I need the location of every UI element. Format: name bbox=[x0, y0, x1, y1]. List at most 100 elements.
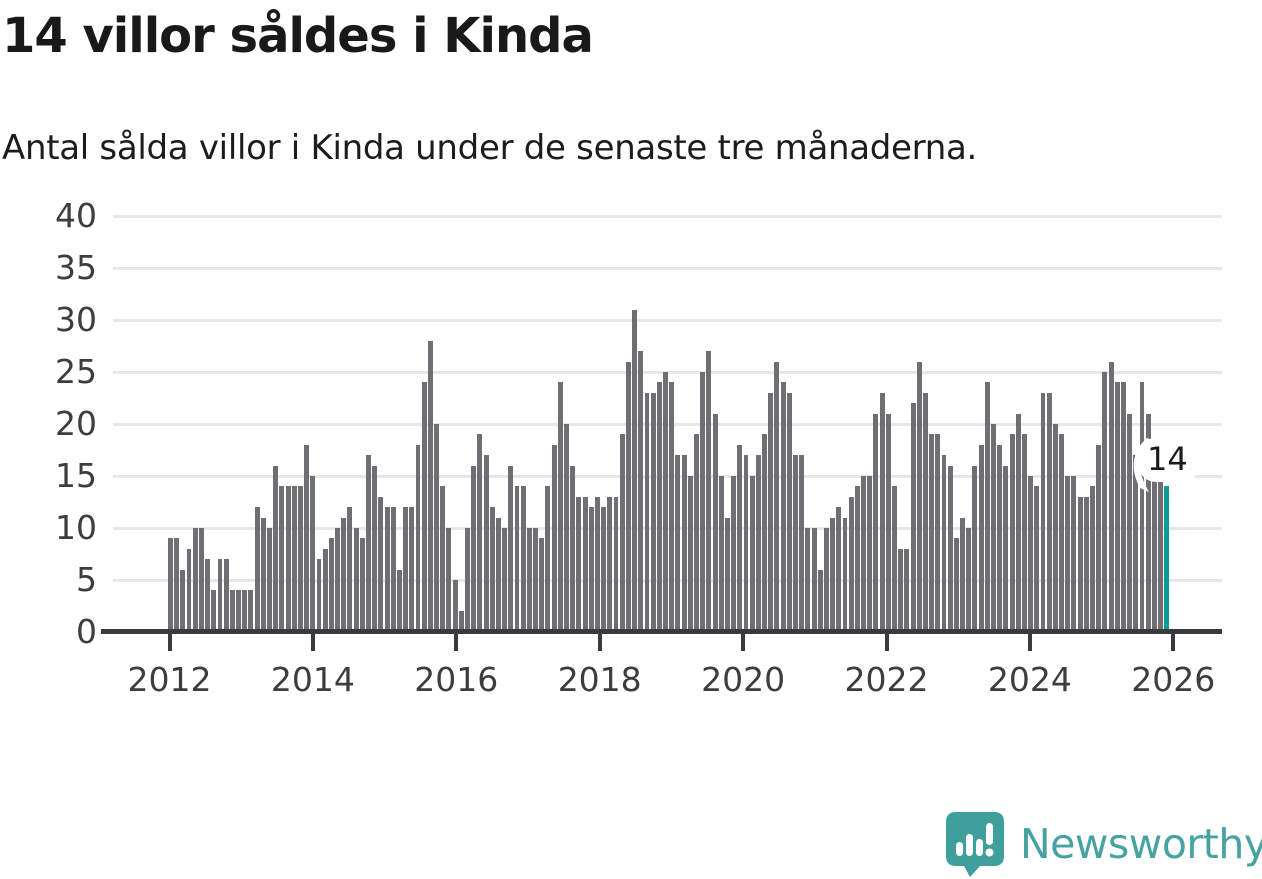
bar bbox=[960, 517, 966, 632]
bar bbox=[861, 476, 867, 632]
bar bbox=[1028, 476, 1034, 632]
bar bbox=[570, 465, 576, 632]
x-axis-tick bbox=[597, 634, 602, 651]
bar bbox=[557, 382, 563, 632]
bar bbox=[854, 486, 860, 632]
bar bbox=[347, 507, 353, 632]
bar bbox=[1065, 476, 1071, 632]
bar bbox=[1034, 486, 1040, 632]
bar bbox=[248, 590, 254, 632]
bar bbox=[873, 413, 879, 632]
newsworthy-bubble-icon bbox=[946, 812, 1004, 877]
bar bbox=[427, 340, 433, 632]
bar bbox=[421, 382, 427, 632]
bar bbox=[669, 382, 675, 632]
bar bbox=[793, 455, 798, 632]
bar bbox=[632, 309, 638, 632]
bar bbox=[823, 528, 829, 632]
bar bbox=[953, 538, 959, 632]
bar bbox=[768, 392, 774, 632]
bar bbox=[180, 569, 186, 632]
bar bbox=[1127, 413, 1133, 632]
y-axis-tick-label: 40 bbox=[55, 196, 97, 235]
bar bbox=[1102, 372, 1108, 632]
x-axis-tick-label: 2012 bbox=[127, 660, 212, 699]
bar bbox=[929, 434, 935, 632]
newsworthy-wordmark: Newsworthy bbox=[1020, 820, 1262, 868]
bar bbox=[731, 476, 737, 632]
bar bbox=[217, 559, 223, 632]
bar bbox=[514, 486, 520, 632]
bar bbox=[594, 496, 600, 632]
x-axis-tick-label: 2020 bbox=[701, 660, 786, 699]
bar bbox=[1120, 382, 1126, 632]
bar bbox=[526, 528, 532, 632]
bar bbox=[322, 548, 328, 632]
gridline bbox=[113, 214, 1222, 218]
gridline bbox=[113, 266, 1222, 270]
y-axis-tick-label: 30 bbox=[55, 300, 97, 339]
bar bbox=[904, 548, 910, 632]
bar bbox=[786, 392, 792, 632]
bar bbox=[465, 528, 470, 632]
bar bbox=[434, 424, 440, 632]
bar bbox=[749, 476, 755, 632]
bar bbox=[359, 538, 365, 632]
bar bbox=[836, 507, 842, 632]
bar bbox=[774, 361, 780, 632]
bar bbox=[613, 496, 619, 632]
bar bbox=[650, 392, 656, 632]
bar bbox=[1158, 465, 1164, 632]
bar bbox=[842, 517, 848, 632]
bar bbox=[607, 496, 613, 632]
bar bbox=[341, 517, 347, 632]
bar bbox=[415, 444, 421, 632]
bar bbox=[885, 413, 891, 632]
bar bbox=[978, 444, 984, 632]
bar bbox=[712, 413, 718, 632]
bar bbox=[192, 528, 198, 632]
bar bbox=[724, 517, 730, 632]
bar bbox=[892, 486, 897, 632]
bar bbox=[316, 559, 322, 632]
bar bbox=[935, 434, 941, 632]
bar bbox=[1071, 476, 1077, 632]
bar bbox=[700, 372, 706, 632]
bar bbox=[663, 372, 668, 632]
bar bbox=[489, 507, 495, 632]
x-axis-tick-label: 2014 bbox=[270, 660, 355, 699]
y-axis-tick-label: 25 bbox=[55, 352, 97, 391]
x-axis-line bbox=[101, 629, 1222, 634]
y-axis-tick-label: 20 bbox=[55, 404, 97, 443]
bar bbox=[564, 424, 569, 632]
bar bbox=[780, 382, 786, 632]
bar bbox=[520, 486, 526, 632]
bar bbox=[471, 465, 477, 632]
bar bbox=[737, 444, 743, 632]
bar bbox=[1021, 434, 1027, 632]
bar bbox=[396, 569, 402, 632]
bar bbox=[440, 486, 446, 632]
bar-latest-highlight bbox=[1164, 486, 1170, 632]
bar bbox=[991, 424, 996, 632]
bar bbox=[1059, 434, 1065, 632]
x-axis-tick bbox=[1027, 634, 1032, 651]
bar bbox=[1077, 496, 1083, 632]
bar bbox=[366, 455, 371, 632]
x-axis-tick-label: 2024 bbox=[987, 660, 1072, 699]
bar bbox=[1083, 496, 1089, 632]
bar bbox=[687, 476, 693, 632]
bar bbox=[495, 517, 501, 632]
bar bbox=[372, 465, 378, 632]
bar bbox=[588, 507, 594, 632]
bar bbox=[619, 434, 625, 632]
bar bbox=[273, 465, 279, 632]
bar bbox=[867, 476, 873, 632]
bar bbox=[830, 517, 836, 632]
bar bbox=[254, 507, 260, 632]
bar bbox=[811, 528, 817, 632]
bar bbox=[304, 444, 310, 632]
bar bbox=[242, 590, 248, 632]
bar bbox=[1151, 455, 1157, 632]
